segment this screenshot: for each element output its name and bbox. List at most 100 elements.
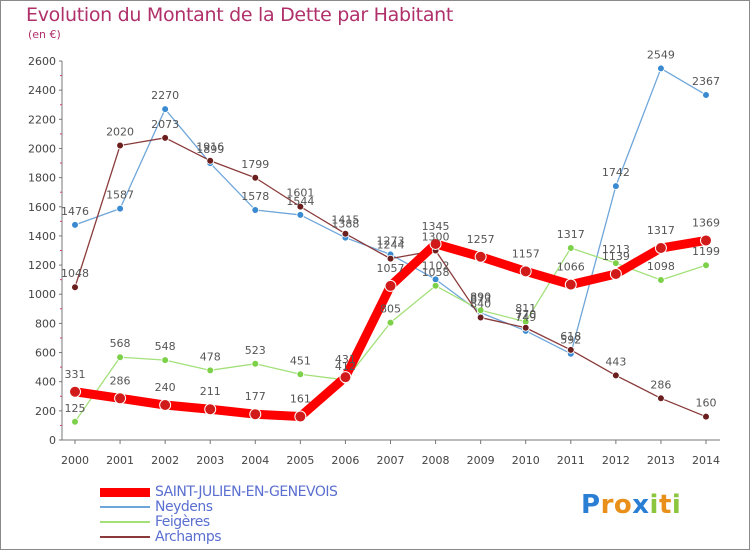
data-point — [702, 412, 710, 421]
data-label: 1899 — [196, 143, 224, 156]
data-point — [116, 204, 124, 213]
data-point — [384, 279, 397, 292]
y-tick-label: 1600 — [28, 201, 56, 214]
legend-swatch — [100, 487, 150, 497]
data-label: 2270 — [151, 89, 179, 102]
logo-letter: x — [632, 490, 650, 520]
data-label: 805 — [380, 303, 401, 316]
data-point — [431, 281, 440, 290]
data-label: 1300 — [422, 231, 450, 244]
data-label: 2367 — [692, 75, 720, 88]
data-point — [476, 306, 485, 315]
x-tick-label: 2012 — [602, 454, 630, 467]
data-label: 1058 — [422, 266, 450, 279]
data-label: 1257 — [467, 233, 495, 246]
data-point — [657, 276, 665, 284]
legend-label: Archamps — [155, 529, 222, 545]
data-point — [609, 267, 622, 280]
data-point — [251, 173, 260, 182]
data-point — [386, 318, 395, 327]
data-point — [71, 417, 79, 426]
data-label: 286 — [650, 378, 671, 391]
data-label: 161 — [290, 393, 311, 406]
data-point — [161, 105, 169, 113]
data-point — [474, 250, 487, 263]
data-label: 1742 — [602, 166, 630, 179]
data-point — [386, 254, 395, 263]
data-label: 618 — [560, 330, 581, 343]
x-tick-label: 2002 — [151, 454, 179, 467]
x-tick-label: 2014 — [692, 454, 720, 467]
data-point — [612, 182, 620, 190]
data-point — [296, 211, 305, 219]
data-point — [296, 202, 305, 211]
data-label: 125 — [65, 402, 86, 415]
data-label: 592 — [560, 334, 581, 347]
data-point — [521, 323, 530, 332]
data-label: 1098 — [647, 260, 675, 273]
data-label: 1057 — [377, 262, 405, 275]
data-label: 177 — [245, 390, 266, 403]
legend-swatch — [100, 536, 150, 538]
data-point — [612, 259, 620, 267]
data-point — [251, 359, 260, 368]
data-label: 1415 — [331, 214, 359, 227]
x-tick-label: 2003 — [196, 454, 224, 467]
data-label: 1601 — [286, 187, 314, 200]
x-tick-label: 2008 — [422, 454, 450, 467]
data-label: 548 — [155, 340, 176, 353]
data-point — [251, 206, 260, 214]
data-label: 2073 — [151, 118, 179, 131]
data-point — [206, 366, 215, 375]
data-point — [71, 283, 79, 292]
proxiti-logo: Proxiti — [581, 490, 681, 520]
data-point — [296, 370, 305, 379]
data-label: 1244 — [377, 239, 405, 252]
data-label: 160 — [696, 397, 717, 410]
data-point — [159, 399, 172, 412]
data-label: 1199 — [692, 245, 720, 258]
data-point — [566, 244, 575, 252]
data-point — [564, 278, 577, 291]
data-point — [654, 242, 667, 255]
data-label: 890 — [470, 290, 491, 303]
data-label: 1345 — [422, 220, 450, 233]
data-point — [116, 141, 124, 150]
data-label: 1369 — [692, 216, 720, 229]
y-tick-label: 1400 — [28, 230, 56, 243]
data-label: 770 — [515, 308, 536, 321]
data-label: 1102 — [422, 259, 450, 272]
data-point — [161, 356, 169, 364]
y-tick-label: 600 — [35, 347, 56, 360]
data-point — [206, 156, 215, 165]
data-label: 1273 — [377, 234, 405, 247]
data-point — [657, 394, 665, 403]
data-point — [339, 371, 352, 384]
data-label: 1213 — [602, 243, 630, 256]
data-labels: 331 286 240 211 177 161 431 1057 1345 1257 1157 106… — [61, 48, 720, 414]
y-tick-label: 2200 — [28, 113, 56, 126]
data-label: 451 — [290, 354, 311, 367]
data-label: 1066 — [557, 261, 585, 274]
data-label: 2549 — [647, 48, 675, 61]
data-label: 211 — [200, 385, 221, 398]
data-label: 523 — [245, 344, 266, 357]
data-label: 286 — [110, 374, 131, 387]
y-tick-label: 1800 — [28, 172, 56, 185]
x-tick-label: 2010 — [512, 454, 540, 467]
legend-label: Neydens — [155, 499, 213, 515]
data-point — [249, 408, 262, 421]
data-label: 840 — [470, 298, 491, 311]
data-label: 431 — [335, 353, 356, 366]
data-label: 749 — [515, 311, 536, 324]
x-tick-label: 2005 — [286, 454, 314, 467]
logo-letter: r — [600, 490, 614, 520]
data-label: 1799 — [241, 158, 269, 171]
data-point — [702, 261, 710, 270]
data-label: 240 — [155, 381, 176, 394]
y-tick-label: 800 — [35, 317, 56, 330]
data-point — [519, 265, 532, 278]
y-tick-label: 400 — [35, 376, 56, 389]
